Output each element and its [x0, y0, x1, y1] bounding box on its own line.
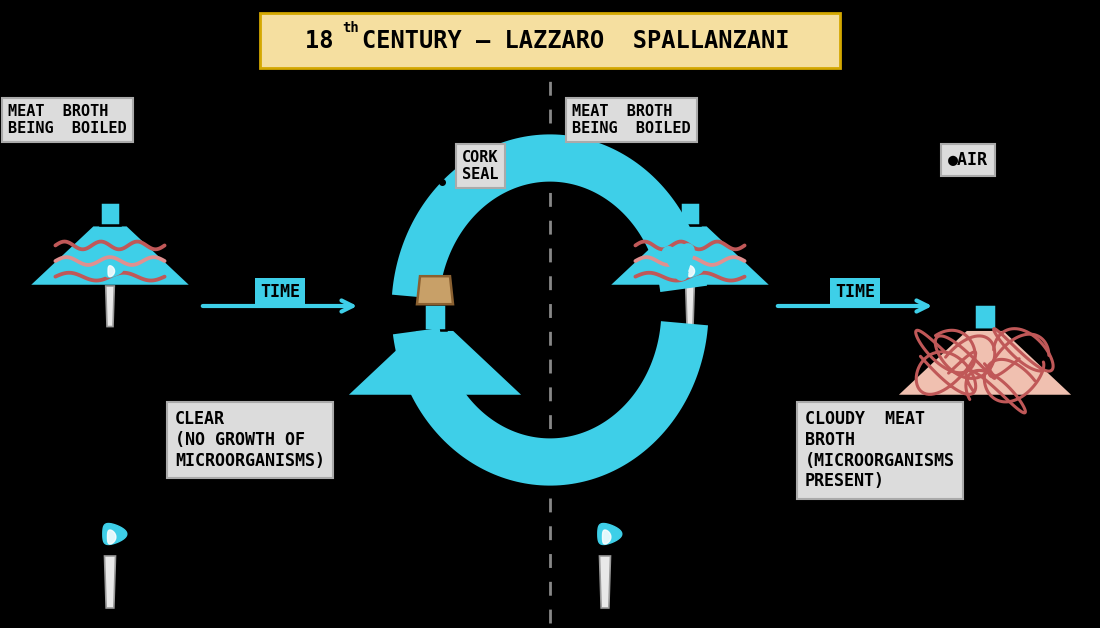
Polygon shape [608, 225, 772, 286]
Polygon shape [104, 261, 123, 277]
Polygon shape [417, 276, 453, 304]
Text: th: th [342, 21, 359, 35]
Text: MEAT  BROTH
BEING  BOILED: MEAT BROTH BEING BOILED [572, 104, 691, 136]
Polygon shape [104, 556, 116, 608]
Polygon shape [685, 286, 694, 327]
Text: CLEAR
(NO GROWTH OF
MICROORGANISMS): CLEAR (NO GROWTH OF MICROORGANISMS) [175, 410, 324, 470]
Polygon shape [345, 330, 525, 396]
Polygon shape [108, 266, 114, 277]
Polygon shape [108, 530, 115, 544]
Polygon shape [680, 202, 700, 225]
Polygon shape [600, 556, 610, 608]
Text: TIME: TIME [835, 283, 874, 301]
Polygon shape [895, 330, 1075, 396]
Polygon shape [424, 304, 447, 330]
Polygon shape [102, 524, 126, 544]
Polygon shape [895, 330, 1075, 396]
Text: ●AIR: ●AIR [948, 151, 988, 169]
Text: CORK
SEAL: CORK SEAL [462, 150, 498, 182]
Polygon shape [597, 524, 622, 544]
Polygon shape [29, 225, 191, 286]
Polygon shape [106, 286, 114, 327]
FancyBboxPatch shape [260, 13, 840, 68]
Text: TIME: TIME [260, 283, 300, 301]
Polygon shape [100, 202, 120, 225]
Polygon shape [688, 266, 694, 277]
Polygon shape [684, 261, 703, 277]
Polygon shape [603, 530, 611, 544]
Text: MEAT  BROTH
BEING  BOILED: MEAT BROTH BEING BOILED [8, 104, 126, 136]
Text: 18  CENTURY – LAZZARO  SPALLANZANI: 18 CENTURY – LAZZARO SPALLANZANI [305, 28, 790, 53]
Text: CLOUDY  MEAT
BROTH
(MICROORGANISMS
PRESENT): CLOUDY MEAT BROTH (MICROORGANISMS PRESEN… [805, 410, 955, 490]
Polygon shape [974, 304, 997, 330]
